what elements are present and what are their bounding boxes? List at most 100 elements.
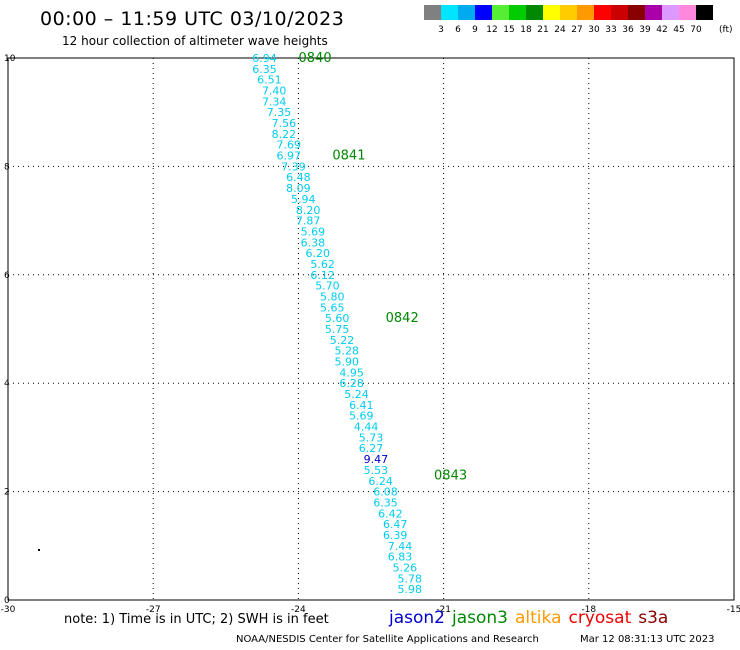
wave-height-point: 5.70 — [315, 280, 340, 293]
color-scale-label: 21 — [537, 25, 549, 35]
wave-height-point: 6.83 — [388, 551, 413, 564]
wave-height-point: 6.35 — [373, 496, 398, 509]
wave-height-point: 6.38 — [301, 236, 326, 249]
color-scale-label: 42 — [656, 25, 668, 35]
y-tick-label: 6 — [4, 271, 10, 281]
wave-height-point: 7.39 — [281, 160, 306, 173]
wave-height-point: 5.22 — [330, 334, 355, 347]
plot-frame — [7, 57, 735, 601]
x-tick-label: -18 — [581, 605, 596, 615]
x-tick-label: -15 — [727, 605, 740, 615]
color-scale-label: 36 — [622, 25, 634, 35]
mission-label: altika — [515, 608, 562, 628]
chart-title: 00:00 – 11:59 UTC 03/10/2023 — [40, 8, 345, 30]
wave-height-point: 6.27 — [359, 442, 384, 455]
stray-mark — [38, 549, 40, 551]
x-tick-label: -24 — [291, 605, 306, 615]
wave-height-point: 7.44 — [388, 540, 413, 553]
color-scale-label: 12 — [486, 25, 498, 35]
y-tick-label: 8 — [4, 162, 10, 172]
wave-height-point: 6.08 — [373, 486, 398, 499]
wave-height-point: 7.69 — [276, 139, 301, 152]
y-tick-label: 0 — [4, 596, 10, 606]
x-tick-label: -30 — [1, 605, 16, 615]
color-swatch — [662, 5, 679, 20]
color-scale-label: 15 — [503, 25, 515, 35]
mission-legend: jason2 jason3 altika cryosat s3a — [389, 608, 675, 628]
x-tick-label: -21 — [436, 605, 451, 615]
wave-height-point: 5.60 — [325, 312, 350, 325]
wave-height-point: 9.47 — [364, 453, 389, 466]
color-scale-label: 45 — [673, 25, 685, 35]
time-label: 0843 — [434, 468, 467, 483]
footer-note: note: 1) Time is in UTC; 2) SWH is in fe… — [64, 612, 329, 627]
wave-height-point: 6.94 — [252, 52, 277, 65]
color-swatch — [543, 5, 560, 20]
wave-height-point: 5.69 — [349, 410, 374, 423]
mission-label: cryosat — [568, 608, 632, 628]
color-scale-label: 18 — [520, 25, 532, 35]
wave-height-point: 7.56 — [272, 117, 297, 130]
wave-height-point: 7.35 — [267, 106, 292, 119]
color-swatch — [577, 5, 594, 20]
wave-height-point: 4.95 — [339, 366, 364, 379]
wave-height-point: 5.65 — [320, 301, 345, 314]
time-label: 0841 — [332, 149, 365, 164]
wave-height-point: 6.20 — [306, 247, 331, 260]
chart-subtitle: 12 hour collection of altimeter wave hei… — [62, 34, 328, 48]
mission-label: jason3 — [452, 608, 508, 628]
color-scale-label: 27 — [571, 25, 583, 35]
color-swatch — [441, 5, 458, 20]
wave-height-point: 5.98 — [397, 583, 422, 596]
color-swatch — [628, 5, 645, 20]
color-scale-label: 33 — [605, 25, 617, 35]
color-scale-label: 9 — [472, 25, 478, 35]
wave-height-point: 6.51 — [257, 74, 282, 87]
x-tick-label: -27 — [146, 605, 161, 615]
wave-height-point: 6.97 — [276, 150, 301, 163]
wave-height-point: 5.80 — [320, 290, 345, 303]
wave-height-point: 5.69 — [301, 225, 326, 238]
time-label: 0842 — [386, 311, 419, 326]
wave-height-point: 6.41 — [349, 399, 374, 412]
color-swatch — [509, 5, 526, 20]
wave-height-point: 6.24 — [368, 475, 393, 488]
wave-height-point: 8.09 — [286, 182, 311, 195]
wave-height-point: 5.26 — [393, 561, 418, 574]
wave-height-point: 6.48 — [286, 171, 311, 184]
color-scale-unit: (ft) — [719, 25, 733, 35]
color-scale-label: 3 — [438, 25, 444, 35]
color-swatch — [492, 5, 509, 20]
color-swatch — [458, 5, 475, 20]
color-scale-label: 30 — [588, 25, 600, 35]
wave-height-point: 5.53 — [364, 464, 389, 477]
wave-height-point: 6.47 — [383, 518, 408, 531]
wave-height-point: 6.39 — [383, 529, 408, 542]
wave-height-point: 7.34 — [262, 95, 287, 108]
wave-height-point: 5.75 — [325, 323, 350, 336]
color-scale-label: 24 — [554, 25, 566, 35]
y-tick-label: 10 — [4, 54, 16, 64]
color-swatch — [611, 5, 628, 20]
color-swatch — [696, 5, 713, 20]
color-swatch — [645, 5, 662, 20]
credit-text: NOAA/NESDIS Center for Satellite Applica… — [236, 634, 539, 645]
wave-height-point: 5.94 — [291, 193, 316, 206]
wave-height-point: 5.73 — [359, 431, 384, 444]
y-tick-label: 4 — [4, 379, 10, 389]
mission-label: s3a — [638, 608, 669, 628]
wave-height-point: 8.22 — [272, 128, 297, 141]
wave-height-point: 5.78 — [397, 572, 422, 585]
wave-height-point: 6.12 — [310, 269, 335, 282]
wave-height-point: 7.40 — [262, 85, 287, 98]
mission-label: jason2 — [389, 608, 445, 628]
wave-height-point: 5.24 — [344, 388, 369, 401]
color-swatch — [526, 5, 543, 20]
color-swatch — [594, 5, 611, 20]
wave-height-point: 6.42 — [378, 507, 403, 520]
wave-height-point: 7.87 — [296, 215, 321, 228]
time-label: 0840 — [299, 51, 332, 66]
wave-height-point: 6.28 — [339, 377, 364, 390]
color-swatch — [424, 5, 441, 20]
